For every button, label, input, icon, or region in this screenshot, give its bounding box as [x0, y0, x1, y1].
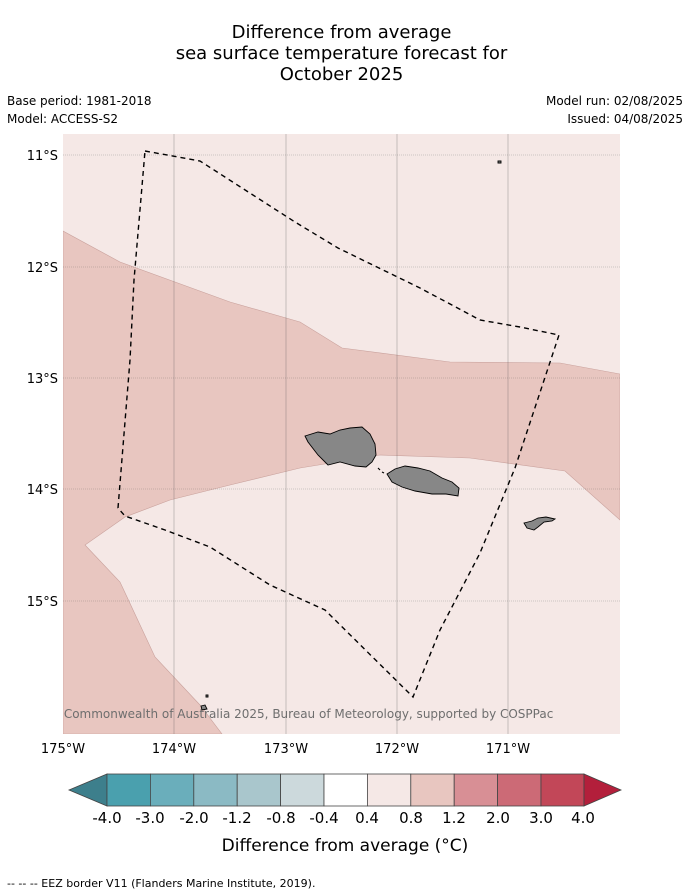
lat-label-12s: 12°S — [27, 261, 58, 276]
colorbar-bin-8 — [410, 773, 455, 807]
colorbar-tick-11: 3.0 — [529, 809, 553, 827]
colorbar-extend-low — [67, 773, 108, 807]
colorbar-tick-6: -0.4 — [309, 809, 339, 827]
colorbar-tick-4: -1.2 — [222, 809, 252, 827]
lon-label-173w: 173°W — [264, 742, 308, 757]
colorbar-tick-7: 0.4 — [355, 809, 379, 827]
colorbar-tick-5: -0.8 — [266, 809, 296, 827]
colorbar-tick-8: 0.8 — [399, 809, 423, 827]
lon-label-175w: 175°W — [41, 742, 85, 757]
colorbar-bin-10 — [497, 773, 542, 807]
title-line-2: sea surface temperature forecast for — [175, 43, 508, 64]
base-period: Base period: 1981-2018 — [7, 94, 152, 108]
lat-label-15s: 15°S — [27, 595, 58, 610]
island-small-south-2 — [205, 694, 209, 698]
lat-label-13s: 13°S — [27, 372, 58, 387]
chart-title: Difference from average sea surface temp… — [0, 22, 683, 85]
colorbar-bin-7 — [366, 773, 412, 807]
colorbar-tick-9: 1.2 — [442, 809, 466, 827]
lon-label-172w: 172°W — [375, 742, 419, 757]
lat-label-11s: 11°S — [27, 149, 58, 164]
copyright: © Commonwealth of Australia 2025, Bureau… — [48, 707, 553, 721]
island-tutuila — [523, 516, 557, 531]
island-small-south — [200, 704, 208, 711]
colorbar-tick-2: -3.0 — [135, 809, 165, 827]
model-run: Model run: 02/08/2025 — [545, 94, 683, 108]
lon-label-171w: 171°W — [486, 742, 530, 757]
strait-islets — [377, 467, 385, 474]
land — [200, 160, 557, 711]
model-name: Model: ACCESS-S2 — [7, 112, 119, 126]
colorbar-tick-1: -4.0 — [92, 809, 122, 827]
colorbar-bin-1 — [106, 773, 151, 807]
colorbar-bin-4 — [236, 773, 281, 807]
colorbar-extend-high — [583, 773, 623, 807]
issued-date: Issued: 04/08/2025 — [567, 112, 683, 126]
colorbar-bin-5 — [280, 773, 325, 807]
island-upolu — [386, 465, 460, 497]
island-savaii — [304, 426, 377, 468]
colorbar-bin-2 — [149, 773, 195, 807]
anomaly-band-mid — [63, 230, 620, 734]
colorbar-tick-12: 4.0 — [571, 809, 595, 827]
graticule — [63, 134, 620, 734]
map-area: © Commonwealth of Australia 2025, Bureau… — [48, 134, 620, 734]
colorbar-bin-6 — [323, 773, 368, 807]
title-line-3: October 2025 — [279, 64, 404, 85]
lon-label-174w: 174°W — [152, 742, 196, 757]
title-line-1: Difference from average — [231, 22, 452, 43]
colorbar-tick-10: 2.0 — [486, 809, 510, 827]
lat-label-14s: 14°S — [27, 483, 58, 498]
longitude-labels: 175°W 174°W 173°W 172°W 171°W — [41, 742, 530, 757]
colorbar-bin-3 — [193, 773, 238, 807]
eez-footnote: -- -- -- EEZ border V11 (Flanders Marine… — [7, 877, 316, 890]
island-small-north — [497, 160, 502, 164]
colorbar-tick-3: -2.0 — [179, 809, 209, 827]
colorbar-bin-9 — [453, 773, 499, 807]
colorbar-title: Difference from average (°C) — [221, 836, 469, 856]
latitude-labels: 11°S 12°S 13°S 14°S 15°S — [27, 149, 58, 610]
eez-border — [117, 150, 560, 699]
colorbar-bin-11 — [540, 773, 585, 807]
colorbar — [67, 773, 623, 807]
